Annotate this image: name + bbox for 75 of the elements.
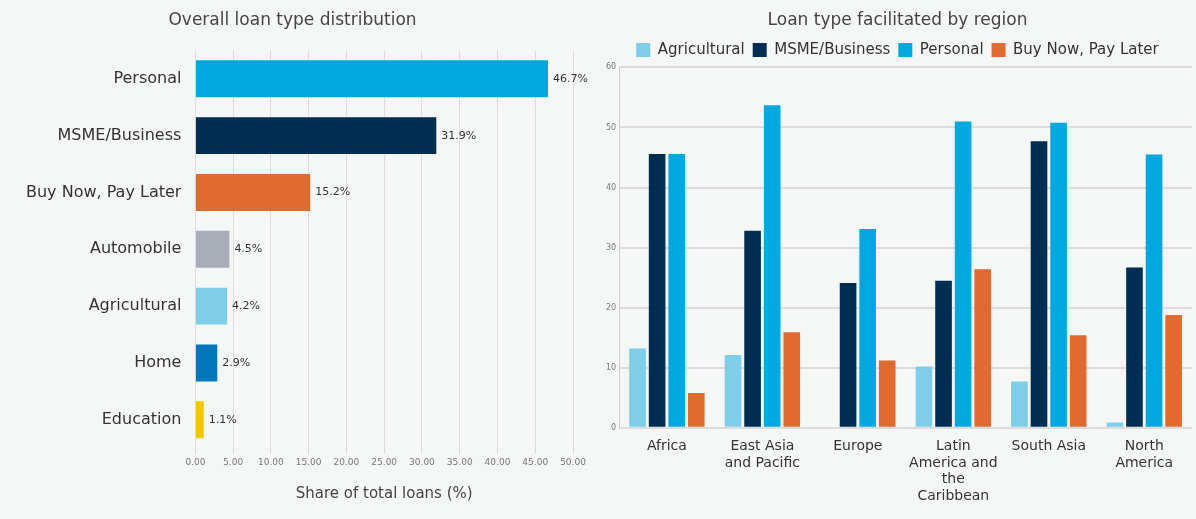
x-tick-label: South Asia bbox=[1011, 436, 1087, 453]
y-tick-label: Home bbox=[134, 352, 182, 372]
data-label: 4.5% bbox=[234, 242, 263, 256]
data-label: 46.7% bbox=[553, 71, 589, 85]
y-tick-label: 50 bbox=[605, 122, 617, 132]
y-tick-label: MSME/Business bbox=[57, 124, 182, 144]
legend-label: Personal bbox=[919, 39, 984, 58]
data-label: 2.9% bbox=[222, 355, 251, 369]
x-axis-title: Share of total loans (%) bbox=[295, 483, 473, 502]
x-tick-label: 30.00 bbox=[409, 456, 436, 467]
x-tick-label: North America bbox=[1115, 436, 1174, 470]
bar bbox=[195, 60, 549, 98]
bar bbox=[1069, 335, 1087, 427]
bar bbox=[839, 283, 857, 427]
bar bbox=[724, 355, 742, 427]
bar bbox=[1106, 422, 1124, 427]
y-tick-label: 20 bbox=[605, 302, 617, 312]
bar bbox=[668, 153, 686, 427]
y-tick-label: Buy Now, Pay Later bbox=[26, 181, 182, 201]
x-tick-label: 5.00 bbox=[223, 456, 244, 467]
legend-label: Buy Now, Pay Later bbox=[1013, 39, 1160, 58]
bar bbox=[783, 332, 801, 427]
x-tick-label: 10.00 bbox=[258, 456, 285, 467]
x-tick-label: 40.00 bbox=[484, 456, 511, 467]
bar bbox=[629, 348, 646, 427]
bar bbox=[935, 280, 952, 427]
bar bbox=[687, 392, 705, 427]
bar bbox=[1145, 154, 1163, 427]
bar bbox=[195, 287, 228, 325]
bar bbox=[648, 153, 666, 427]
data-label: 4.2% bbox=[232, 298, 261, 312]
bar bbox=[1030, 141, 1048, 427]
y-tick-label: 40 bbox=[605, 182, 617, 192]
x-tick-label: Africa bbox=[646, 436, 687, 453]
bar bbox=[1126, 267, 1143, 427]
data-label: 15.2% bbox=[315, 185, 351, 199]
bar bbox=[1050, 122, 1067, 427]
bar bbox=[195, 117, 437, 155]
x-tick-label: 50.00 bbox=[560, 456, 587, 467]
bar bbox=[763, 105, 781, 427]
data-label: 1.1% bbox=[208, 412, 237, 426]
y-tick-label: 10 bbox=[605, 362, 617, 372]
y-tick-label: Personal bbox=[113, 67, 182, 87]
bar bbox=[859, 228, 876, 427]
bar bbox=[195, 230, 230, 268]
bar bbox=[878, 360, 896, 427]
bar bbox=[195, 174, 311, 211]
bar bbox=[954, 121, 972, 427]
y-tick-label: Agricultural bbox=[88, 295, 182, 315]
x-tick-label: 0.00 bbox=[185, 456, 206, 467]
bar bbox=[915, 366, 933, 427]
chart-title: Loan type facilitated by region bbox=[767, 8, 1028, 29]
y-tick-label: Education bbox=[101, 408, 182, 428]
legend-label: MSME/Business bbox=[774, 39, 891, 58]
bar bbox=[195, 344, 218, 382]
x-tick-label: 45.00 bbox=[522, 456, 549, 467]
x-tick-label: Latin America and the Caribbean bbox=[909, 436, 998, 504]
x-tick-label: 20.00 bbox=[333, 456, 360, 467]
x-tick-label: 35.00 bbox=[446, 456, 473, 467]
y-tick-label: 0 bbox=[611, 422, 617, 432]
bar bbox=[1011, 381, 1028, 427]
chart-title: Overall loan type distribution bbox=[168, 8, 417, 29]
x-tick-label: 15.00 bbox=[295, 456, 322, 467]
bar bbox=[974, 269, 991, 427]
x-tick-label: 25.00 bbox=[371, 456, 398, 467]
y-tick-label: 60 bbox=[605, 62, 617, 72]
bar bbox=[1165, 314, 1182, 427]
bar bbox=[744, 230, 761, 427]
y-tick-label: Automobile bbox=[89, 238, 182, 258]
bar bbox=[195, 401, 204, 439]
x-tick-label: Europe bbox=[833, 436, 883, 453]
data-label: 31.9% bbox=[441, 128, 477, 142]
y-tick-label: 30 bbox=[605, 242, 617, 252]
legend-label: Agricultural bbox=[657, 39, 745, 58]
x-tick-label: East Asia and Pacific bbox=[724, 436, 801, 470]
